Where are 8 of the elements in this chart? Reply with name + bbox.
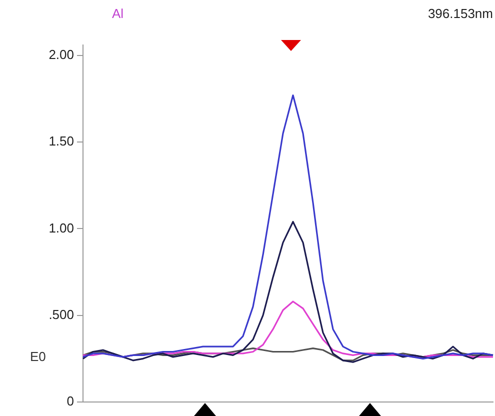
text: E0 (30, 349, 46, 364)
y-tick-label: 2.00 (48, 46, 74, 62)
chart-title: Al (112, 6, 124, 21)
chart-subtitle: 396.153nm (428, 6, 493, 21)
y-tick-label: .500 (48, 306, 74, 322)
y-tick-label: 1.00 (48, 220, 74, 236)
y-tick-label: 0 (66, 394, 74, 409)
y-tick-label: 1.50 (48, 134, 74, 149)
